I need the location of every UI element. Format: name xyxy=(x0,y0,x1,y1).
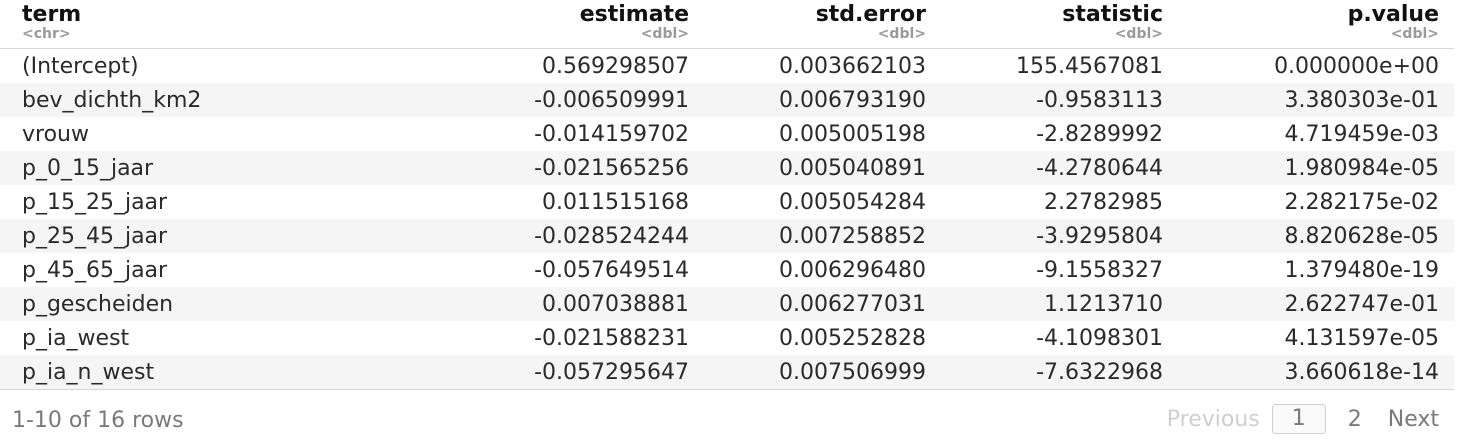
cell-term: p_ia_n_west xyxy=(0,355,240,390)
cell-p-value: 0.000000e+00 xyxy=(1274,53,1439,79)
cell-estimate: -0.028524244 xyxy=(240,219,704,253)
column-name: std.error xyxy=(815,2,926,27)
column-name: statistic xyxy=(1062,2,1163,27)
page-2-button[interactable]: 2 xyxy=(1347,406,1362,432)
cell-p-value: 2.282175e-02 xyxy=(1284,189,1439,215)
cell-statistic: -7.6322968 xyxy=(941,355,1178,390)
table-row: (Intercept) 0.569298507 0.003662103 155.… xyxy=(0,49,1454,84)
rows-info: 1-10 of 16 rows xyxy=(12,408,184,433)
table-row: p_45_65_jaar -0.057649514 0.006296480 -9… xyxy=(0,253,1454,287)
cell-p-value: 3.380303e-01 xyxy=(1178,83,1454,117)
cell-term: p_gescheiden xyxy=(0,287,240,321)
column-header-statistic[interactable]: statistic <dbl> xyxy=(941,0,1178,49)
cell-std-error: 0.005054284 xyxy=(779,189,926,215)
pagination: Previous 1 2 Next xyxy=(1167,404,1439,434)
cell-p-value: 4.131597e-05 xyxy=(1284,325,1439,351)
column-type: <dbl> xyxy=(1114,26,1163,42)
column-header-term[interactable]: term <chr> xyxy=(0,0,240,49)
table-row: p_0_15_jaar -0.021565256 0.005040891 -4.… xyxy=(0,151,1454,185)
cell-statistic: 1.1213710 xyxy=(941,287,1178,321)
column-type: <dbl> xyxy=(640,26,689,42)
cell-estimate: -0.014159702 xyxy=(534,121,689,147)
header-row: term <chr> estimate <dbl> std.error <dbl… xyxy=(0,0,1454,49)
cell-statistic: -2.8289992 xyxy=(1036,121,1163,147)
cell-term: p_15_25_jaar xyxy=(22,189,168,215)
cell-std-error: 0.006793190 xyxy=(704,83,941,117)
next-button[interactable]: Next xyxy=(1387,406,1439,432)
cell-term: p_0_15_jaar xyxy=(0,151,240,185)
cell-statistic: -3.9295804 xyxy=(941,219,1178,253)
cell-term: p_25_45_jaar xyxy=(0,219,240,253)
table-row: p_25_45_jaar -0.028524244 0.007258852 -3… xyxy=(0,219,1454,253)
cell-std-error: 0.005005198 xyxy=(779,121,926,147)
table-row: p_ia_west -0.021588231 0.005252828 -4.10… xyxy=(0,321,1454,355)
cell-statistic: -4.2780644 xyxy=(941,151,1178,185)
cell-estimate: -0.057295647 xyxy=(240,355,704,390)
column-header-estimate[interactable]: estimate <dbl> xyxy=(240,0,704,49)
column-type: <dbl> xyxy=(1390,26,1439,42)
table-row: p_ia_n_west -0.057295647 0.007506999 -7.… xyxy=(0,355,1454,390)
cell-term: bev_dichth_km2 xyxy=(0,83,240,117)
cell-term: p_ia_west xyxy=(22,325,130,351)
column-name: p.value xyxy=(1347,2,1439,27)
cell-estimate: -0.006509991 xyxy=(240,83,704,117)
cell-estimate: -0.021588231 xyxy=(534,325,689,351)
cell-term: (Intercept) xyxy=(22,53,139,79)
table-footer: 1-10 of 16 rows Previous 1 2 Next xyxy=(0,392,1454,441)
results-table: term <chr> estimate <dbl> std.error <dbl… xyxy=(0,0,1454,390)
cell-p-value: 8.820628e-05 xyxy=(1178,219,1454,253)
table-row: p_15_25_jaar 0.011515168 0.005054284 2.2… xyxy=(0,185,1454,219)
cell-std-error: 0.007258852 xyxy=(704,219,941,253)
cell-estimate: 0.569298507 xyxy=(542,53,689,79)
cell-p-value: 2.622747e-01 xyxy=(1178,287,1454,321)
column-header-std-error[interactable]: std.error <dbl> xyxy=(704,0,941,49)
cell-estimate: -0.057649514 xyxy=(534,257,689,283)
cell-estimate: 0.007038881 xyxy=(240,287,704,321)
cell-std-error: 0.003662103 xyxy=(779,53,926,79)
cell-statistic: 2.2782985 xyxy=(1044,189,1163,215)
column-name: term xyxy=(22,2,82,27)
cell-estimate: -0.021565256 xyxy=(240,151,704,185)
cell-term: vrouw xyxy=(22,121,89,147)
cell-term: p_45_65_jaar xyxy=(22,257,168,283)
cell-p-value: 4.719459e-03 xyxy=(1284,121,1439,147)
cell-statistic: -0.9583113 xyxy=(941,83,1178,117)
cell-std-error: 0.005040891 xyxy=(704,151,941,185)
table-row: bev_dichth_km2 -0.006509991 0.006793190 … xyxy=(0,83,1454,117)
cell-statistic: -4.1098301 xyxy=(1036,325,1163,351)
table-row: p_gescheiden 0.007038881 0.006277031 1.1… xyxy=(0,287,1454,321)
column-name: estimate xyxy=(579,2,689,27)
cell-p-value: 3.660618e-14 xyxy=(1178,355,1454,390)
column-type: <chr> xyxy=(22,26,71,42)
cell-std-error: 0.006296480 xyxy=(779,257,926,283)
cell-std-error: 0.007506999 xyxy=(704,355,941,390)
cell-statistic: 155.4567081 xyxy=(1016,53,1163,79)
column-header-p-value[interactable]: p.value <dbl> xyxy=(1178,0,1454,49)
column-type: <dbl> xyxy=(877,26,926,42)
cell-estimate: 0.011515168 xyxy=(542,189,689,215)
table-row: vrouw -0.014159702 0.005005198 -2.828999… xyxy=(0,117,1454,151)
cell-std-error: 0.006277031 xyxy=(704,287,941,321)
cell-std-error: 0.005252828 xyxy=(779,325,926,351)
page-1-button[interactable]: 1 xyxy=(1271,404,1326,434)
cell-statistic: -9.1558327 xyxy=(1036,257,1163,283)
cell-p-value: 1.379480e-19 xyxy=(1284,257,1439,283)
cell-p-value: 1.980984e-05 xyxy=(1178,151,1454,185)
previous-button[interactable]: Previous xyxy=(1166,406,1260,432)
